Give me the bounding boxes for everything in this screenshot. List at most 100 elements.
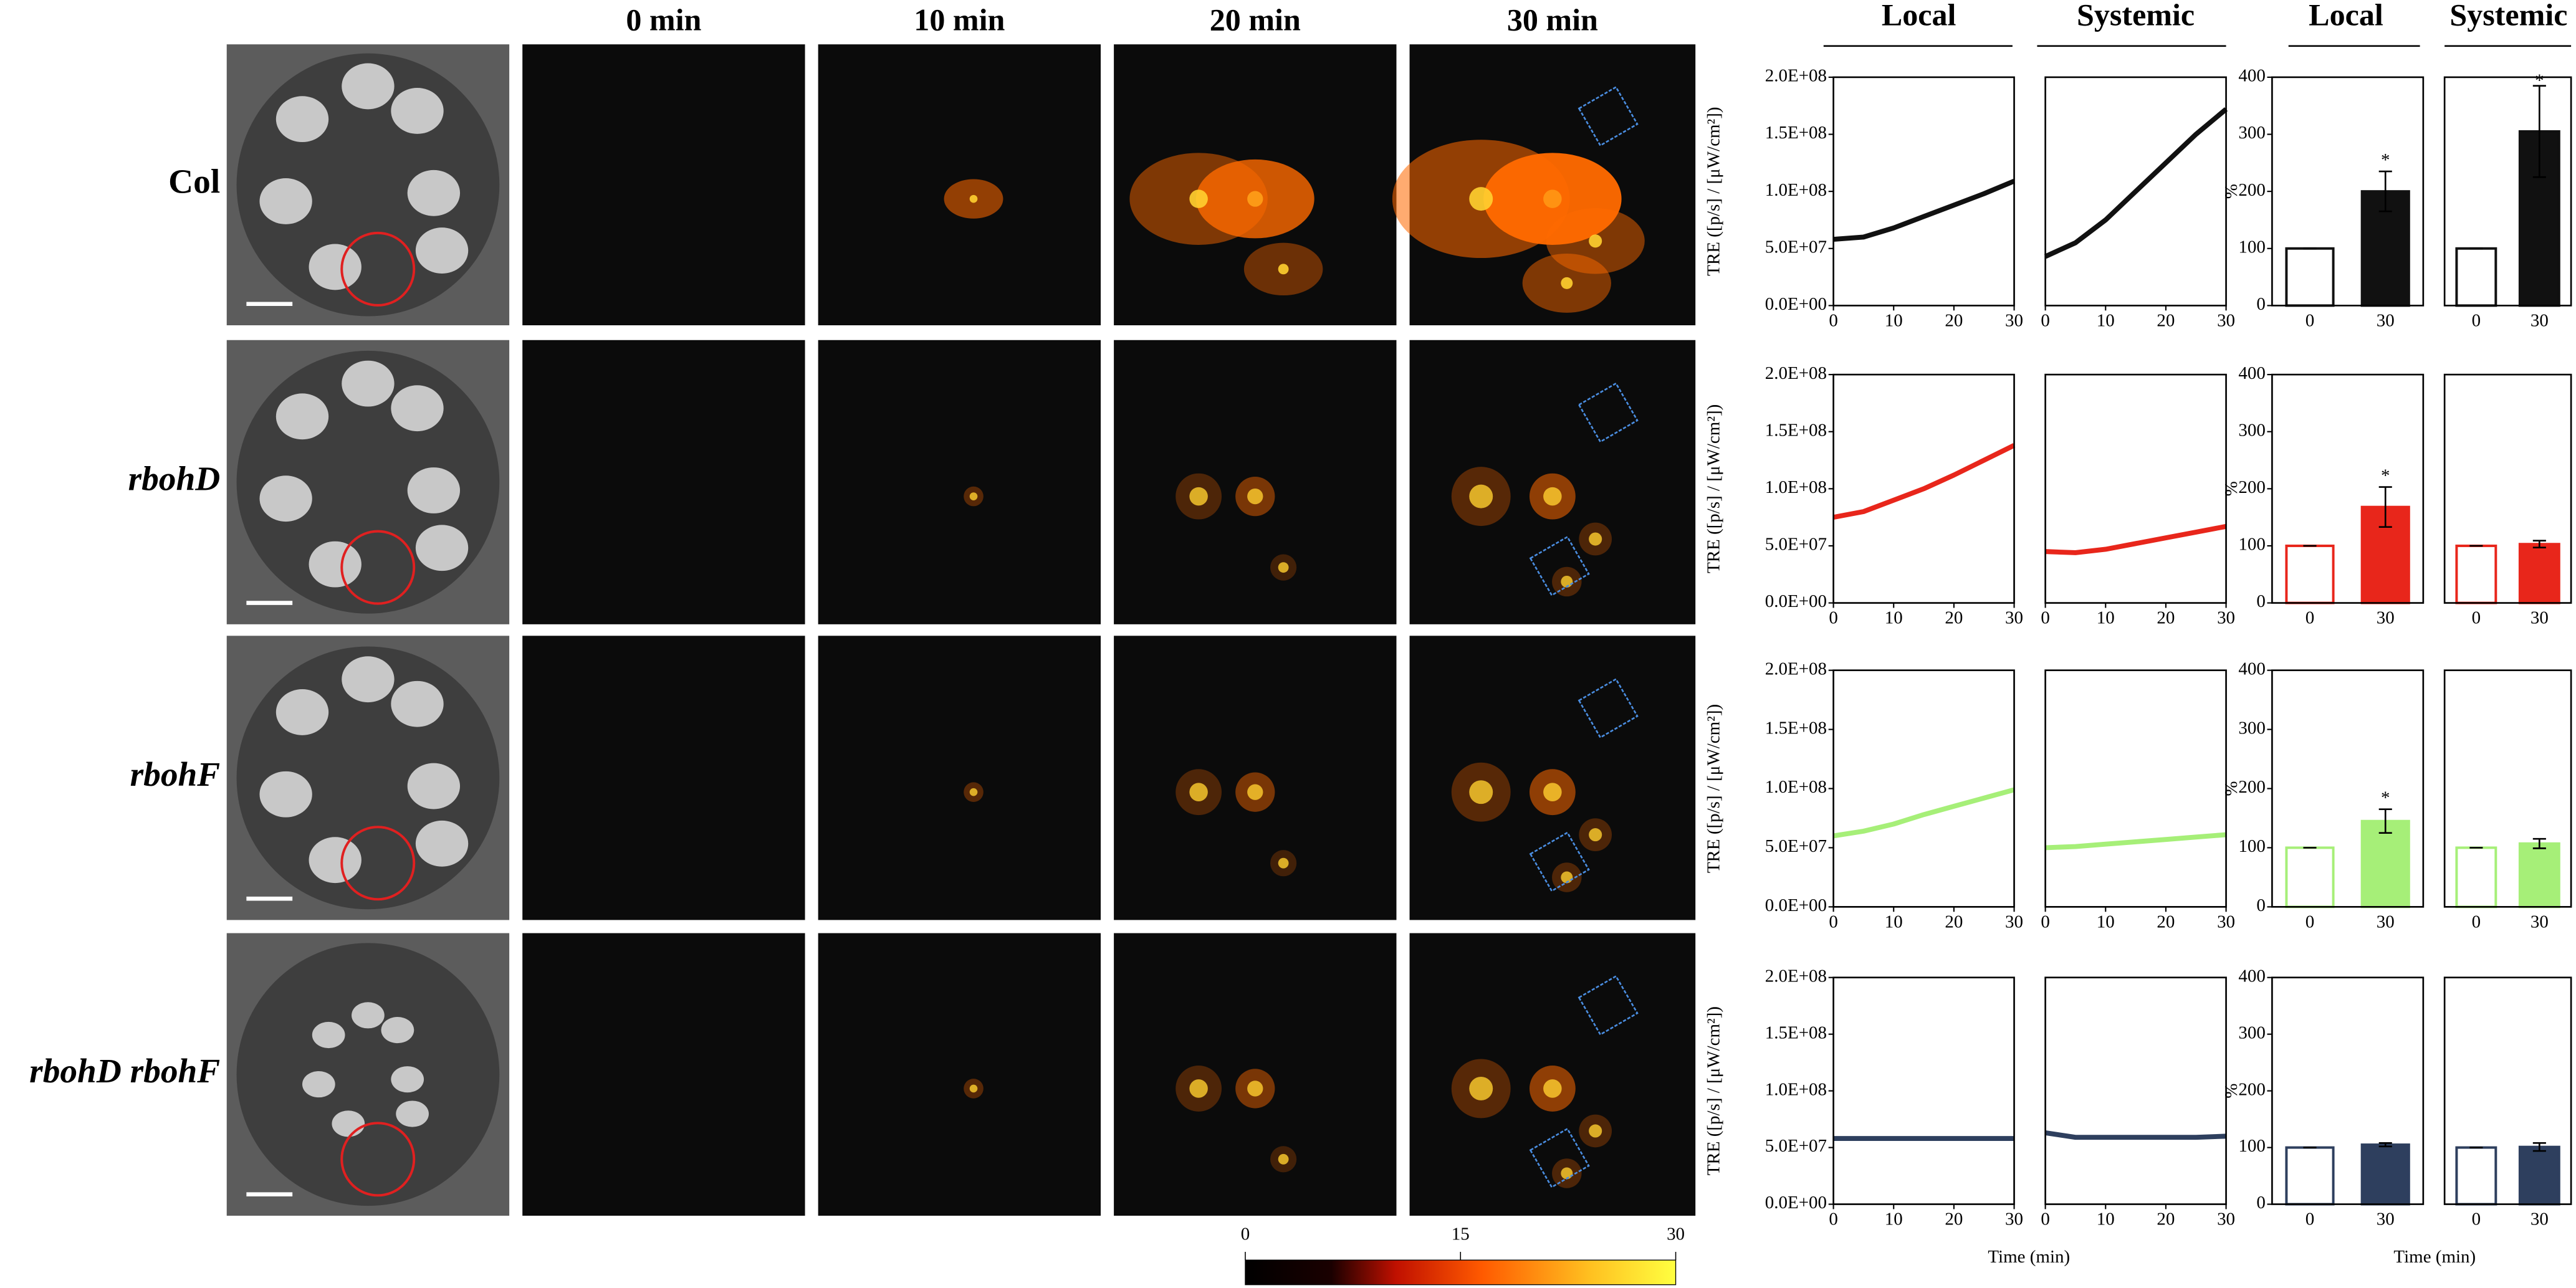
plot-frame: [2044, 373, 2227, 604]
plot-frame: [2443, 669, 2572, 908]
y-tick-label: 0: [2256, 591, 2265, 611]
leaf: [342, 63, 395, 110]
signal-core: [1278, 264, 1289, 275]
leaf: [259, 475, 312, 522]
line-series: [2044, 107, 2228, 259]
bar: [2518, 543, 2560, 604]
time-header: 0 min: [626, 2, 701, 37]
signal-core: [1278, 857, 1289, 869]
y-tick-label: 200: [2238, 777, 2265, 797]
y-axis-label: %: [2221, 184, 2241, 199]
y-axis-label: %: [2221, 1084, 2241, 1099]
signal-core: [1247, 1080, 1263, 1097]
x-tick-label: 0: [2305, 310, 2314, 330]
roi-box: [1578, 382, 1639, 443]
significance: *: [2381, 465, 2390, 485]
x-tick-label: 0: [2472, 310, 2481, 330]
x-tick-label: 10: [1885, 310, 1903, 330]
y-tick-label: 200: [2238, 477, 2265, 497]
leaf: [302, 1071, 335, 1098]
leaf: [342, 656, 395, 703]
signal-core: [1561, 871, 1573, 884]
plot-frame: [2044, 76, 2227, 307]
x-tick-label: 30: [2005, 912, 2023, 932]
leaf: [309, 837, 362, 884]
signal-core: [1589, 532, 1602, 546]
x-tick-label: 20: [1945, 1209, 1963, 1229]
line-header: Local: [1882, 0, 1956, 32]
signal-core: [1189, 1079, 1208, 1098]
time-header: 20 min: [1210, 2, 1301, 37]
x-tick-label: 20: [1945, 912, 1963, 932]
colorbar-tick-label: 30: [1667, 1224, 1685, 1244]
x-tick-label: 0: [1829, 310, 1837, 330]
signal-core: [1561, 277, 1573, 289]
bar: [2360, 1143, 2410, 1206]
leaf: [391, 680, 444, 727]
x-tick-label: 30: [2217, 912, 2235, 932]
signal-core: [1589, 828, 1602, 842]
bar: [2285, 1146, 2335, 1206]
x-axis-label: Time (min): [2393, 1247, 2476, 1267]
x-tick-label: 20: [2157, 1209, 2175, 1229]
y-tick-label: 1.5E+08: [1765, 1023, 1827, 1042]
leaf: [396, 1100, 429, 1127]
x-tick-label: 10: [2097, 310, 2115, 330]
y-tick-label: 0.0E+00: [1765, 294, 1827, 314]
leaf: [415, 525, 469, 571]
x-tick-label: 0: [2041, 608, 2049, 628]
x-tick-label: 0: [2305, 608, 2314, 628]
x-tick-label: 0: [1829, 912, 1837, 932]
bar: [2455, 247, 2497, 307]
x-tick-label: 10: [2097, 912, 2115, 932]
line-series: [1832, 787, 2015, 839]
y-tick-label: 100: [2238, 535, 2265, 555]
plot-frame: [2271, 669, 2425, 908]
x-tick-label: 30: [2531, 310, 2549, 330]
luminescence-image: [522, 44, 805, 326]
roi-box: [1578, 678, 1639, 739]
y-tick-label: 5.0E+07: [1765, 836, 1827, 856]
line-series: [1832, 443, 2016, 520]
leaf: [312, 1021, 345, 1049]
significance: *: [2535, 70, 2544, 90]
signal-core: [969, 492, 978, 500]
y-axis-label: %: [2221, 781, 2241, 796]
y-tick-label: 1.0E+08: [1765, 777, 1827, 797]
pot: [236, 943, 500, 1206]
roi-box: [1578, 85, 1639, 147]
leaf: [381, 1016, 414, 1044]
signal-core: [1278, 562, 1289, 573]
plot-frame: [2443, 976, 2572, 1205]
treated-leaf-marker: [340, 1122, 416, 1197]
x-tick-label: 0: [2472, 608, 2481, 628]
row-label: rbohD rbohF: [29, 1052, 220, 1090]
bar: [2285, 247, 2335, 307]
error-bar: [2532, 540, 2546, 549]
bar: [2518, 1145, 2560, 1206]
y-axis-label: TRE ([p/s] / [μW/cm²]): [1703, 404, 1723, 573]
luminescence-image: [818, 933, 1101, 1216]
bar: [2285, 846, 2335, 909]
luminescence-image: [818, 636, 1101, 920]
significance: *: [2381, 788, 2390, 808]
row-label: rbohD: [128, 460, 221, 498]
luminescence-image: [522, 340, 805, 624]
y-tick-label: 100: [2238, 237, 2265, 257]
roi-box: [1529, 1127, 1590, 1188]
colorbar-tick-label: 0: [1241, 1224, 1250, 1244]
time-header: 10 min: [914, 2, 1005, 37]
colorbar-tick-label: 15: [1452, 1224, 1470, 1244]
colorbar: [1245, 1259, 1677, 1286]
bar: [2455, 846, 2497, 909]
x-tick-label: 0: [2041, 912, 2049, 932]
y-axis-label: %: [2221, 481, 2241, 496]
y-tick-label: 2.0E+08: [1765, 66, 1827, 86]
y-tick-label: 1.0E+08: [1765, 477, 1827, 497]
signal-core: [1543, 783, 1562, 801]
x-tick-label: 20: [2157, 608, 2175, 628]
y-tick-label: 1.5E+08: [1765, 718, 1827, 738]
y-tick-label: 300: [2238, 1023, 2265, 1042]
signal-core: [1561, 1167, 1573, 1180]
